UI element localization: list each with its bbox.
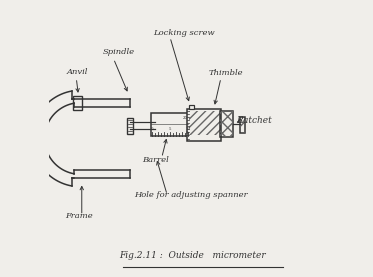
Text: Ratchet: Ratchet: [236, 116, 272, 125]
Bar: [151, 113, 189, 136]
Bar: [220, 111, 233, 137]
Bar: [127, 117, 133, 134]
Bar: [189, 105, 194, 109]
Text: Fig.2.11 :  Outside   micrometer: Fig.2.11 : Outside micrometer: [119, 251, 265, 260]
Text: Barrel: Barrel: [142, 156, 169, 164]
Text: 0: 0: [151, 127, 153, 131]
Bar: [186, 109, 221, 141]
Text: Hole for adjusting spanner: Hole for adjusting spanner: [134, 191, 248, 199]
Text: 20: 20: [183, 116, 188, 120]
Bar: [240, 117, 245, 133]
Text: Anvil: Anvil: [67, 68, 88, 76]
Text: 10: 10: [186, 127, 191, 131]
Text: Frame: Frame: [65, 212, 93, 220]
Text: 0: 0: [185, 131, 188, 135]
Bar: [240, 117, 245, 133]
Bar: [73, 96, 82, 110]
Text: Locking screw: Locking screw: [153, 29, 215, 37]
Bar: [220, 111, 233, 137]
Text: Spindle: Spindle: [103, 48, 135, 56]
Text: 5: 5: [169, 127, 171, 131]
Bar: [189, 111, 220, 135]
Text: Thimble: Thimble: [209, 69, 243, 77]
